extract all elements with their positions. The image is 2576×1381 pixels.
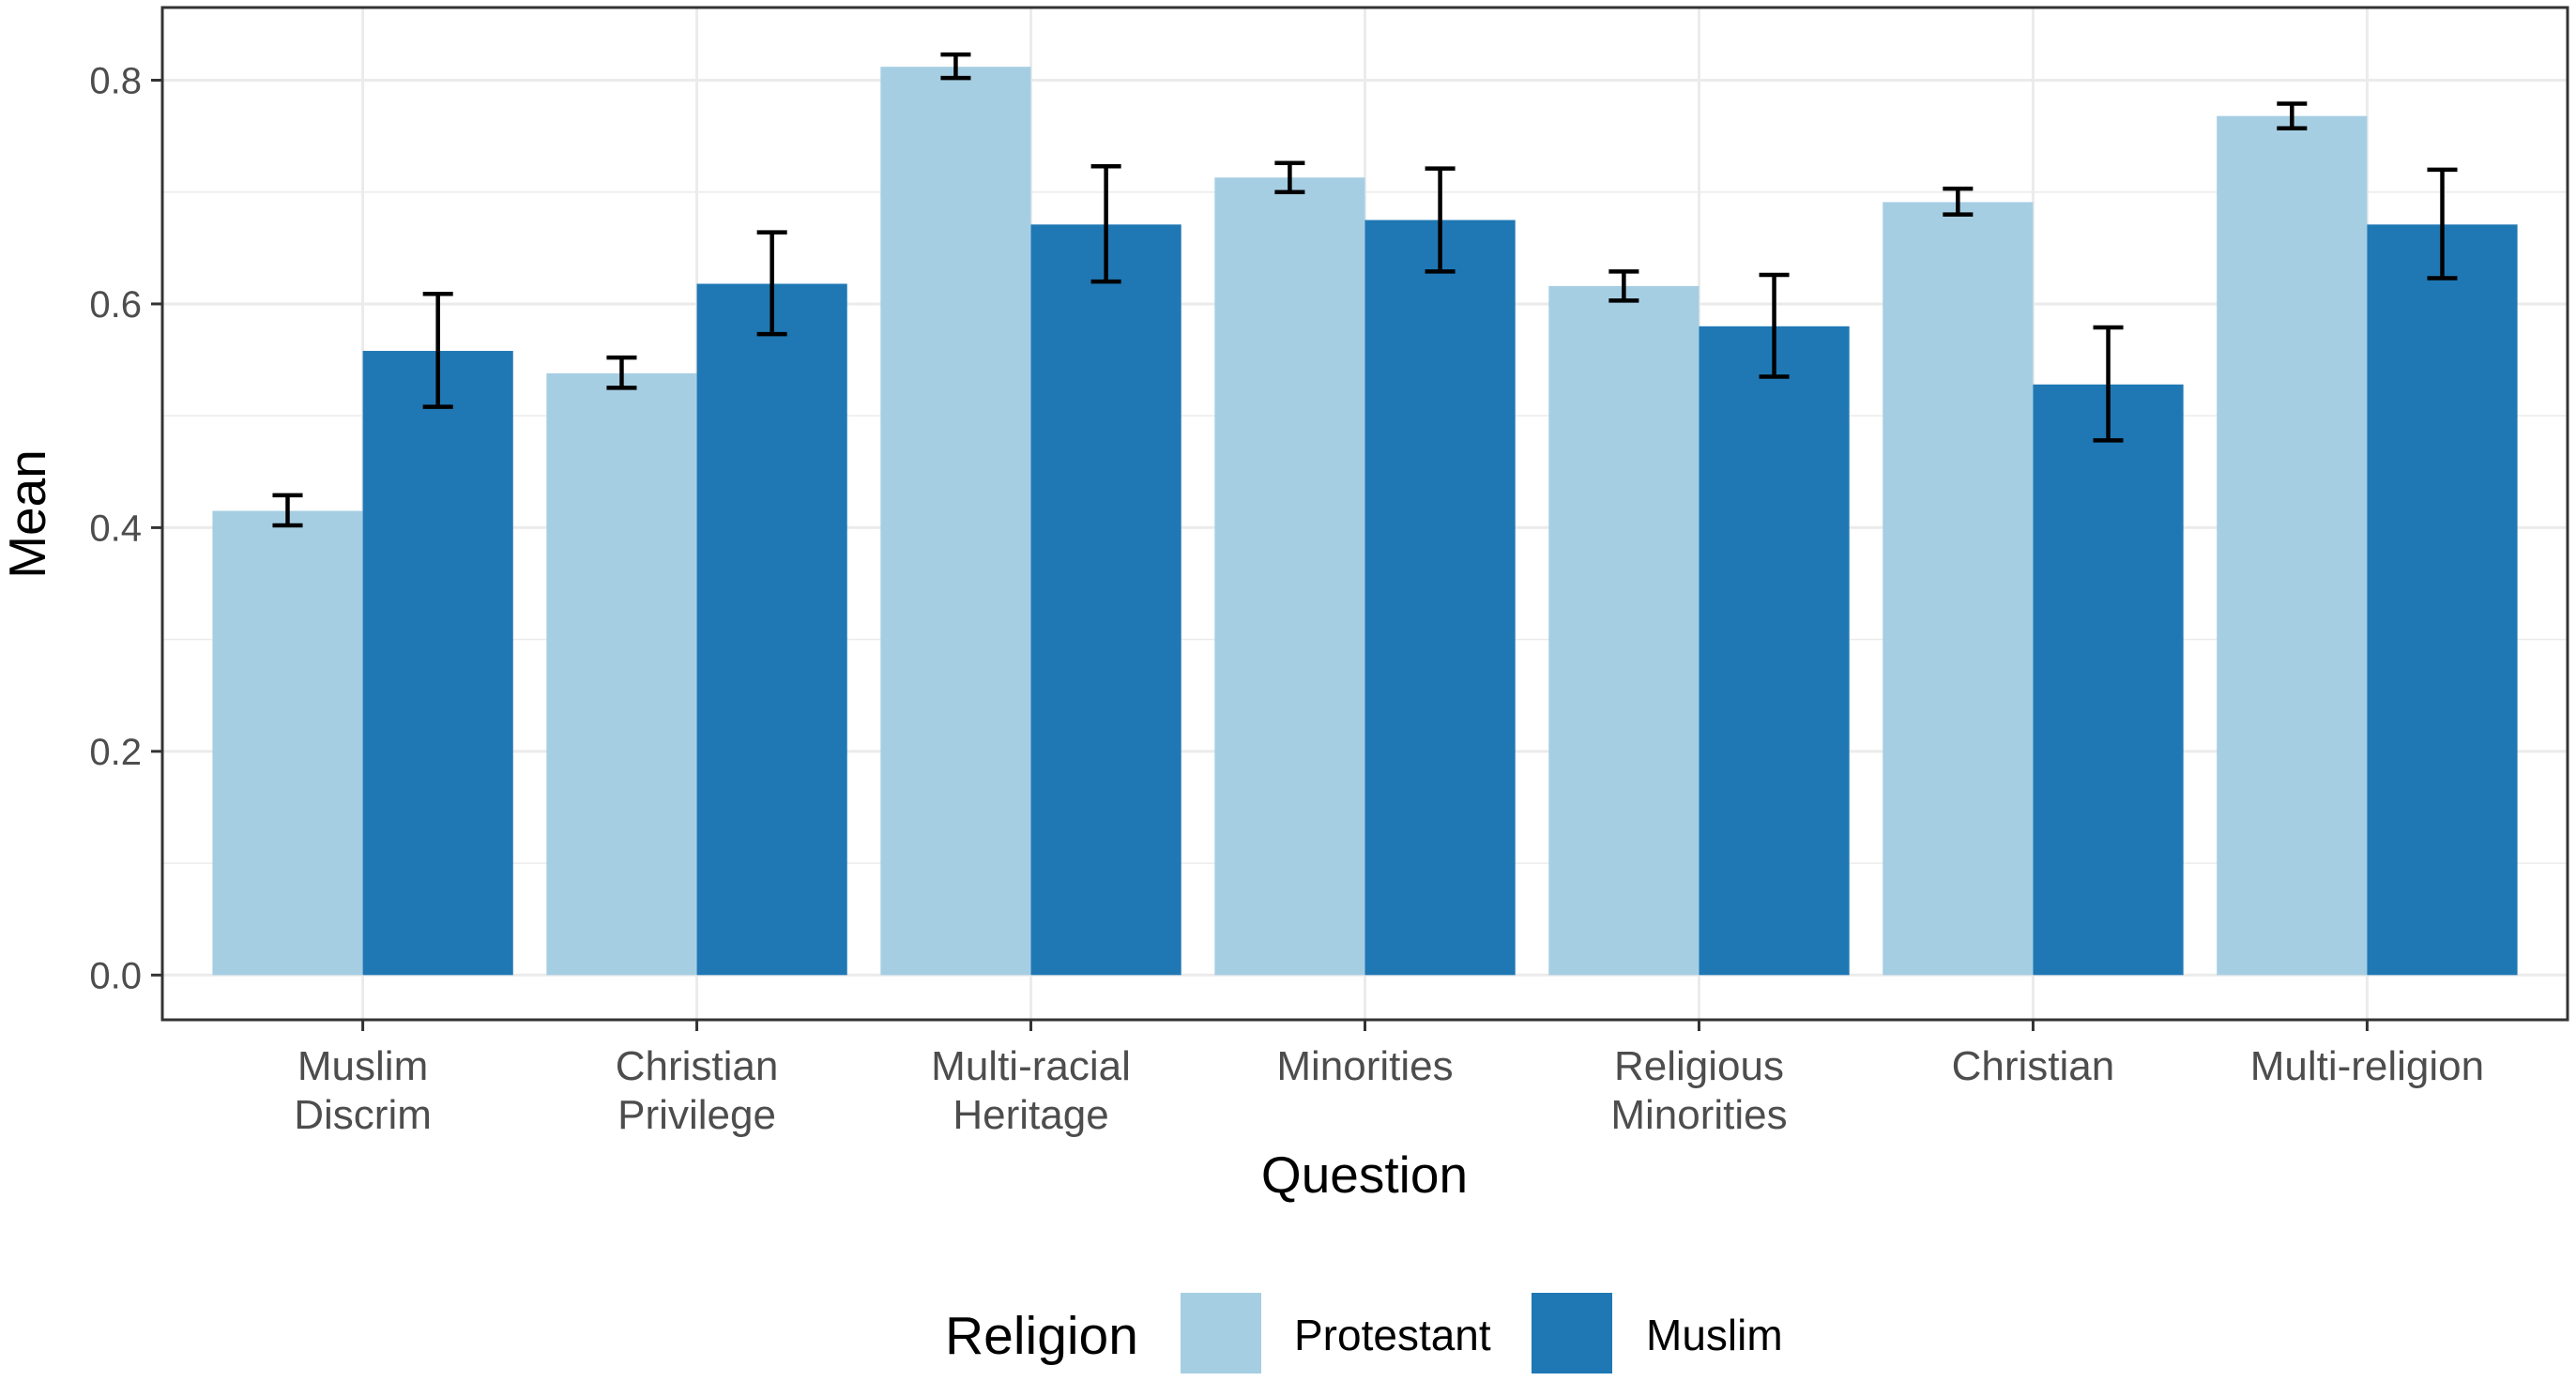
bar-muslim-3 [1364,220,1516,976]
x-tick-label: Christian [1952,1043,2115,1089]
y-tick-label: 0.6 [89,284,142,326]
bar-muslim-2 [1030,224,1181,976]
error-bars [272,52,2458,528]
legend: Religion Protestant Muslim [945,1293,1783,1373]
y-axis: 0.0 0.2 0.4 0.6 0.8 [89,60,162,996]
y-tick-label: 0.0 [89,955,142,996]
bars [212,67,2518,976]
legend-label-muslim: Muslim [1646,1311,1783,1359]
error-bar-protestant-2 [940,52,971,81]
error-bar-protestant-4 [1608,269,1639,303]
bar-protestant-1 [546,372,697,976]
bar-protestant-6 [2217,115,2368,976]
error-bar-muslim-6 [2427,167,2458,281]
x-tick-label: Muslim Discrim [294,1043,432,1138]
error-bar-protestant-5 [1943,186,1974,217]
bar-muslim-1 [696,283,847,976]
bar-protestant-3 [1214,177,1365,976]
legend-swatch-muslim [1532,1293,1612,1373]
error-bar-protestant-3 [1274,160,1305,194]
x-axis-title: Question [1261,1146,1468,1204]
bar-protestant-5 [1882,202,2034,976]
y-tick-label: 0.8 [89,60,142,101]
error-bar-muslim-0 [422,291,453,409]
error-bar-protestant-6 [2277,101,2308,131]
legend-swatch-protestant [1181,1293,1261,1373]
y-tick-label: 0.2 [89,732,142,773]
y-axis-title: Mean [0,449,56,579]
x-tick-label: Religious Minorities [1610,1043,1787,1138]
x-axis: Muslim Discrim Christian Privilege Multi-rac… [294,1020,2484,1138]
legend-label-protestant: Protestant [1294,1311,1491,1359]
bar-muslim-4 [1699,326,1850,976]
x-tick-label: Christian Privilege [616,1043,779,1138]
bar-protestant-2 [880,67,1031,976]
y-tick-label: 0.4 [89,508,142,549]
legend-title: Religion [945,1306,1138,1366]
bar-protestant-0 [212,510,363,976]
bar-protestant-4 [1548,285,1700,976]
error-bar-muslim-2 [1090,164,1121,284]
error-bar-protestant-0 [272,493,303,528]
error-bar-muslim-3 [1425,166,1456,274]
x-tick-label: Minorities [1276,1043,1453,1089]
error-bar-muslim-1 [756,230,787,337]
error-bar-muslim-4 [1759,272,1790,379]
error-bar-muslim-5 [2093,325,2124,443]
bar-muslim-0 [362,351,513,976]
bar-muslim-6 [2367,224,2518,976]
bar-muslim-5 [2033,384,2184,976]
x-tick-label: Multi-racial Heritage [931,1043,1131,1138]
error-bar-protestant-1 [606,355,637,390]
x-tick-label: Multi-religion [2250,1043,2484,1089]
